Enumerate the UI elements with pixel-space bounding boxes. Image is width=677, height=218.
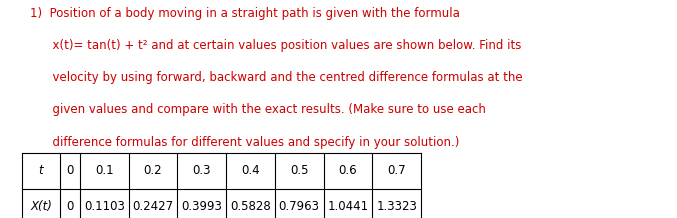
Text: 0.3993: 0.3993	[181, 200, 222, 213]
Text: 0: 0	[66, 200, 73, 213]
Text: difference formulas for different values and specify in your solution.): difference formulas for different values…	[30, 136, 460, 149]
Text: 0.2427: 0.2427	[133, 200, 173, 213]
Text: t: t	[39, 164, 43, 177]
Text: 0.5: 0.5	[290, 164, 309, 177]
Text: 0.1: 0.1	[95, 164, 114, 177]
Text: 0.7: 0.7	[387, 164, 406, 177]
Text: given values and compare with the exact results. (Make sure to use each: given values and compare with the exact …	[30, 103, 486, 116]
Text: x(t)= tan(t) + t² and at certain values position values are shown below. Find it: x(t)= tan(t) + t² and at certain values …	[30, 39, 522, 52]
Text: 0: 0	[66, 164, 73, 177]
Text: 1)  Position of a body moving in a straight path is given with the formula: 1) Position of a body moving in a straig…	[30, 7, 460, 20]
Text: 0.4: 0.4	[241, 164, 260, 177]
Text: 1.0441: 1.0441	[328, 200, 368, 213]
Text: X(t): X(t)	[30, 200, 52, 213]
Text: velocity by using forward, backward and the centred difference formulas at the: velocity by using forward, backward and …	[30, 71, 523, 84]
Text: 0.6: 0.6	[338, 164, 357, 177]
Text: 1.3323: 1.3323	[376, 200, 417, 213]
Text: 0.7963: 0.7963	[279, 200, 320, 213]
Text: 0.5828: 0.5828	[230, 200, 271, 213]
Text: 0.1103: 0.1103	[84, 200, 125, 213]
Text: 0.3: 0.3	[192, 164, 211, 177]
Text: 0.2: 0.2	[144, 164, 162, 177]
